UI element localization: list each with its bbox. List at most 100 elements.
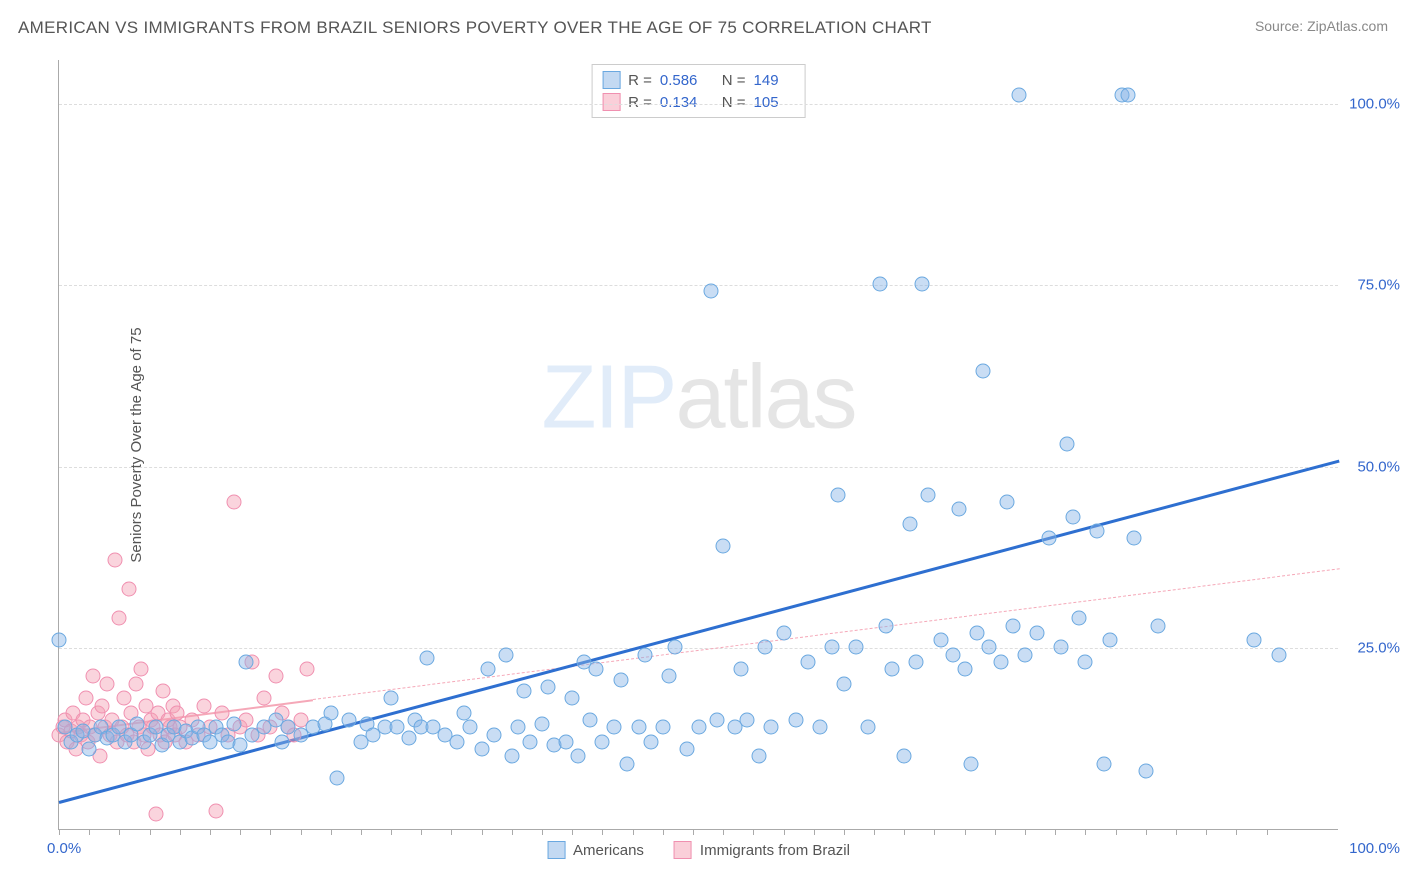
data-point bbox=[921, 487, 936, 502]
data-point bbox=[82, 742, 97, 757]
data-point bbox=[758, 640, 773, 655]
x-tick bbox=[482, 829, 483, 835]
source-label: Source: ZipAtlas.com bbox=[1255, 18, 1388, 34]
data-point bbox=[1042, 531, 1057, 546]
data-point bbox=[420, 651, 435, 666]
x-tick bbox=[602, 829, 603, 835]
data-point bbox=[95, 698, 110, 713]
legend-row: R =0.134 N =105 bbox=[602, 91, 795, 113]
data-point bbox=[107, 553, 122, 568]
x-tick bbox=[59, 829, 60, 835]
data-point bbox=[450, 734, 465, 749]
data-point bbox=[933, 633, 948, 648]
data-point bbox=[541, 680, 556, 695]
data-point bbox=[1126, 531, 1141, 546]
legend-stat-label: R = bbox=[628, 72, 652, 89]
data-point bbox=[945, 647, 960, 662]
data-point bbox=[655, 720, 670, 735]
data-point bbox=[571, 749, 586, 764]
data-point bbox=[85, 669, 100, 684]
data-point bbox=[208, 803, 223, 818]
x-tick bbox=[391, 829, 392, 835]
y-tick-label: 75.0% bbox=[1357, 277, 1400, 294]
x-tick bbox=[693, 829, 694, 835]
data-point bbox=[1078, 654, 1093, 669]
data-point bbox=[951, 502, 966, 517]
data-point bbox=[957, 662, 972, 677]
x-tick-label-max: 100.0% bbox=[1349, 840, 1400, 857]
data-point bbox=[78, 691, 93, 706]
data-point bbox=[679, 742, 694, 757]
x-tick bbox=[119, 829, 120, 835]
data-point bbox=[112, 611, 127, 626]
y-tick-label: 25.0% bbox=[1357, 640, 1400, 657]
data-point bbox=[486, 727, 501, 742]
x-tick bbox=[814, 829, 815, 835]
data-point bbox=[1096, 756, 1111, 771]
header: AMERICAN VS IMMIGRANTS FROM BRAZIL SENIO… bbox=[18, 18, 1388, 38]
x-tick bbox=[934, 829, 935, 835]
data-point bbox=[710, 713, 725, 728]
watermark-atlas: atlas bbox=[675, 348, 855, 448]
data-point bbox=[1018, 647, 1033, 662]
x-tick bbox=[270, 829, 271, 835]
legend-swatch bbox=[602, 71, 620, 89]
legend-row: R =0.586 N =149 bbox=[602, 69, 795, 91]
x-tick bbox=[1206, 829, 1207, 835]
chart-title: AMERICAN VS IMMIGRANTS FROM BRAZIL SENIO… bbox=[18, 18, 932, 38]
data-point bbox=[504, 749, 519, 764]
gridline bbox=[59, 285, 1338, 286]
legend-series-item: Immigrants from Brazil bbox=[674, 841, 850, 859]
data-point bbox=[824, 640, 839, 655]
data-point bbox=[559, 734, 574, 749]
data-point bbox=[329, 771, 344, 786]
data-point bbox=[589, 662, 604, 677]
data-point bbox=[456, 705, 471, 720]
data-point bbox=[909, 654, 924, 669]
data-point bbox=[993, 654, 1008, 669]
data-point bbox=[704, 284, 719, 299]
data-point bbox=[227, 716, 242, 731]
x-tick bbox=[995, 829, 996, 835]
data-point bbox=[134, 662, 149, 677]
x-tick bbox=[965, 829, 966, 835]
data-point bbox=[269, 669, 284, 684]
data-point bbox=[341, 713, 356, 728]
data-point bbox=[915, 277, 930, 292]
data-point bbox=[975, 364, 990, 379]
data-point bbox=[1054, 640, 1069, 655]
watermark-zip: ZIP bbox=[541, 348, 675, 448]
x-tick bbox=[753, 829, 754, 835]
legend-series-label: Americans bbox=[573, 842, 644, 859]
data-point bbox=[1030, 625, 1045, 640]
data-point bbox=[1066, 509, 1081, 524]
data-point bbox=[323, 705, 338, 720]
gridline bbox=[59, 104, 1338, 105]
data-point bbox=[233, 738, 248, 753]
data-point bbox=[1138, 763, 1153, 778]
legend-series-label: Immigrants from Brazil bbox=[700, 842, 850, 859]
x-tick bbox=[572, 829, 573, 835]
data-point bbox=[607, 720, 622, 735]
data-point bbox=[595, 734, 610, 749]
data-point bbox=[885, 662, 900, 677]
data-point bbox=[498, 647, 513, 662]
x-tick bbox=[784, 829, 785, 835]
data-point bbox=[100, 676, 115, 691]
data-point bbox=[522, 734, 537, 749]
data-point bbox=[227, 495, 242, 510]
data-point bbox=[170, 705, 185, 720]
data-point bbox=[402, 731, 417, 746]
data-point bbox=[788, 713, 803, 728]
legend-swatch bbox=[674, 841, 692, 859]
data-point bbox=[969, 625, 984, 640]
data-point bbox=[848, 640, 863, 655]
data-point bbox=[1060, 437, 1075, 452]
data-point bbox=[299, 662, 314, 677]
x-tick bbox=[89, 829, 90, 835]
legend-stat-label: N = bbox=[722, 72, 746, 89]
data-point bbox=[812, 720, 827, 735]
data-point bbox=[122, 582, 137, 597]
x-tick bbox=[723, 829, 724, 835]
x-tick bbox=[542, 829, 543, 835]
